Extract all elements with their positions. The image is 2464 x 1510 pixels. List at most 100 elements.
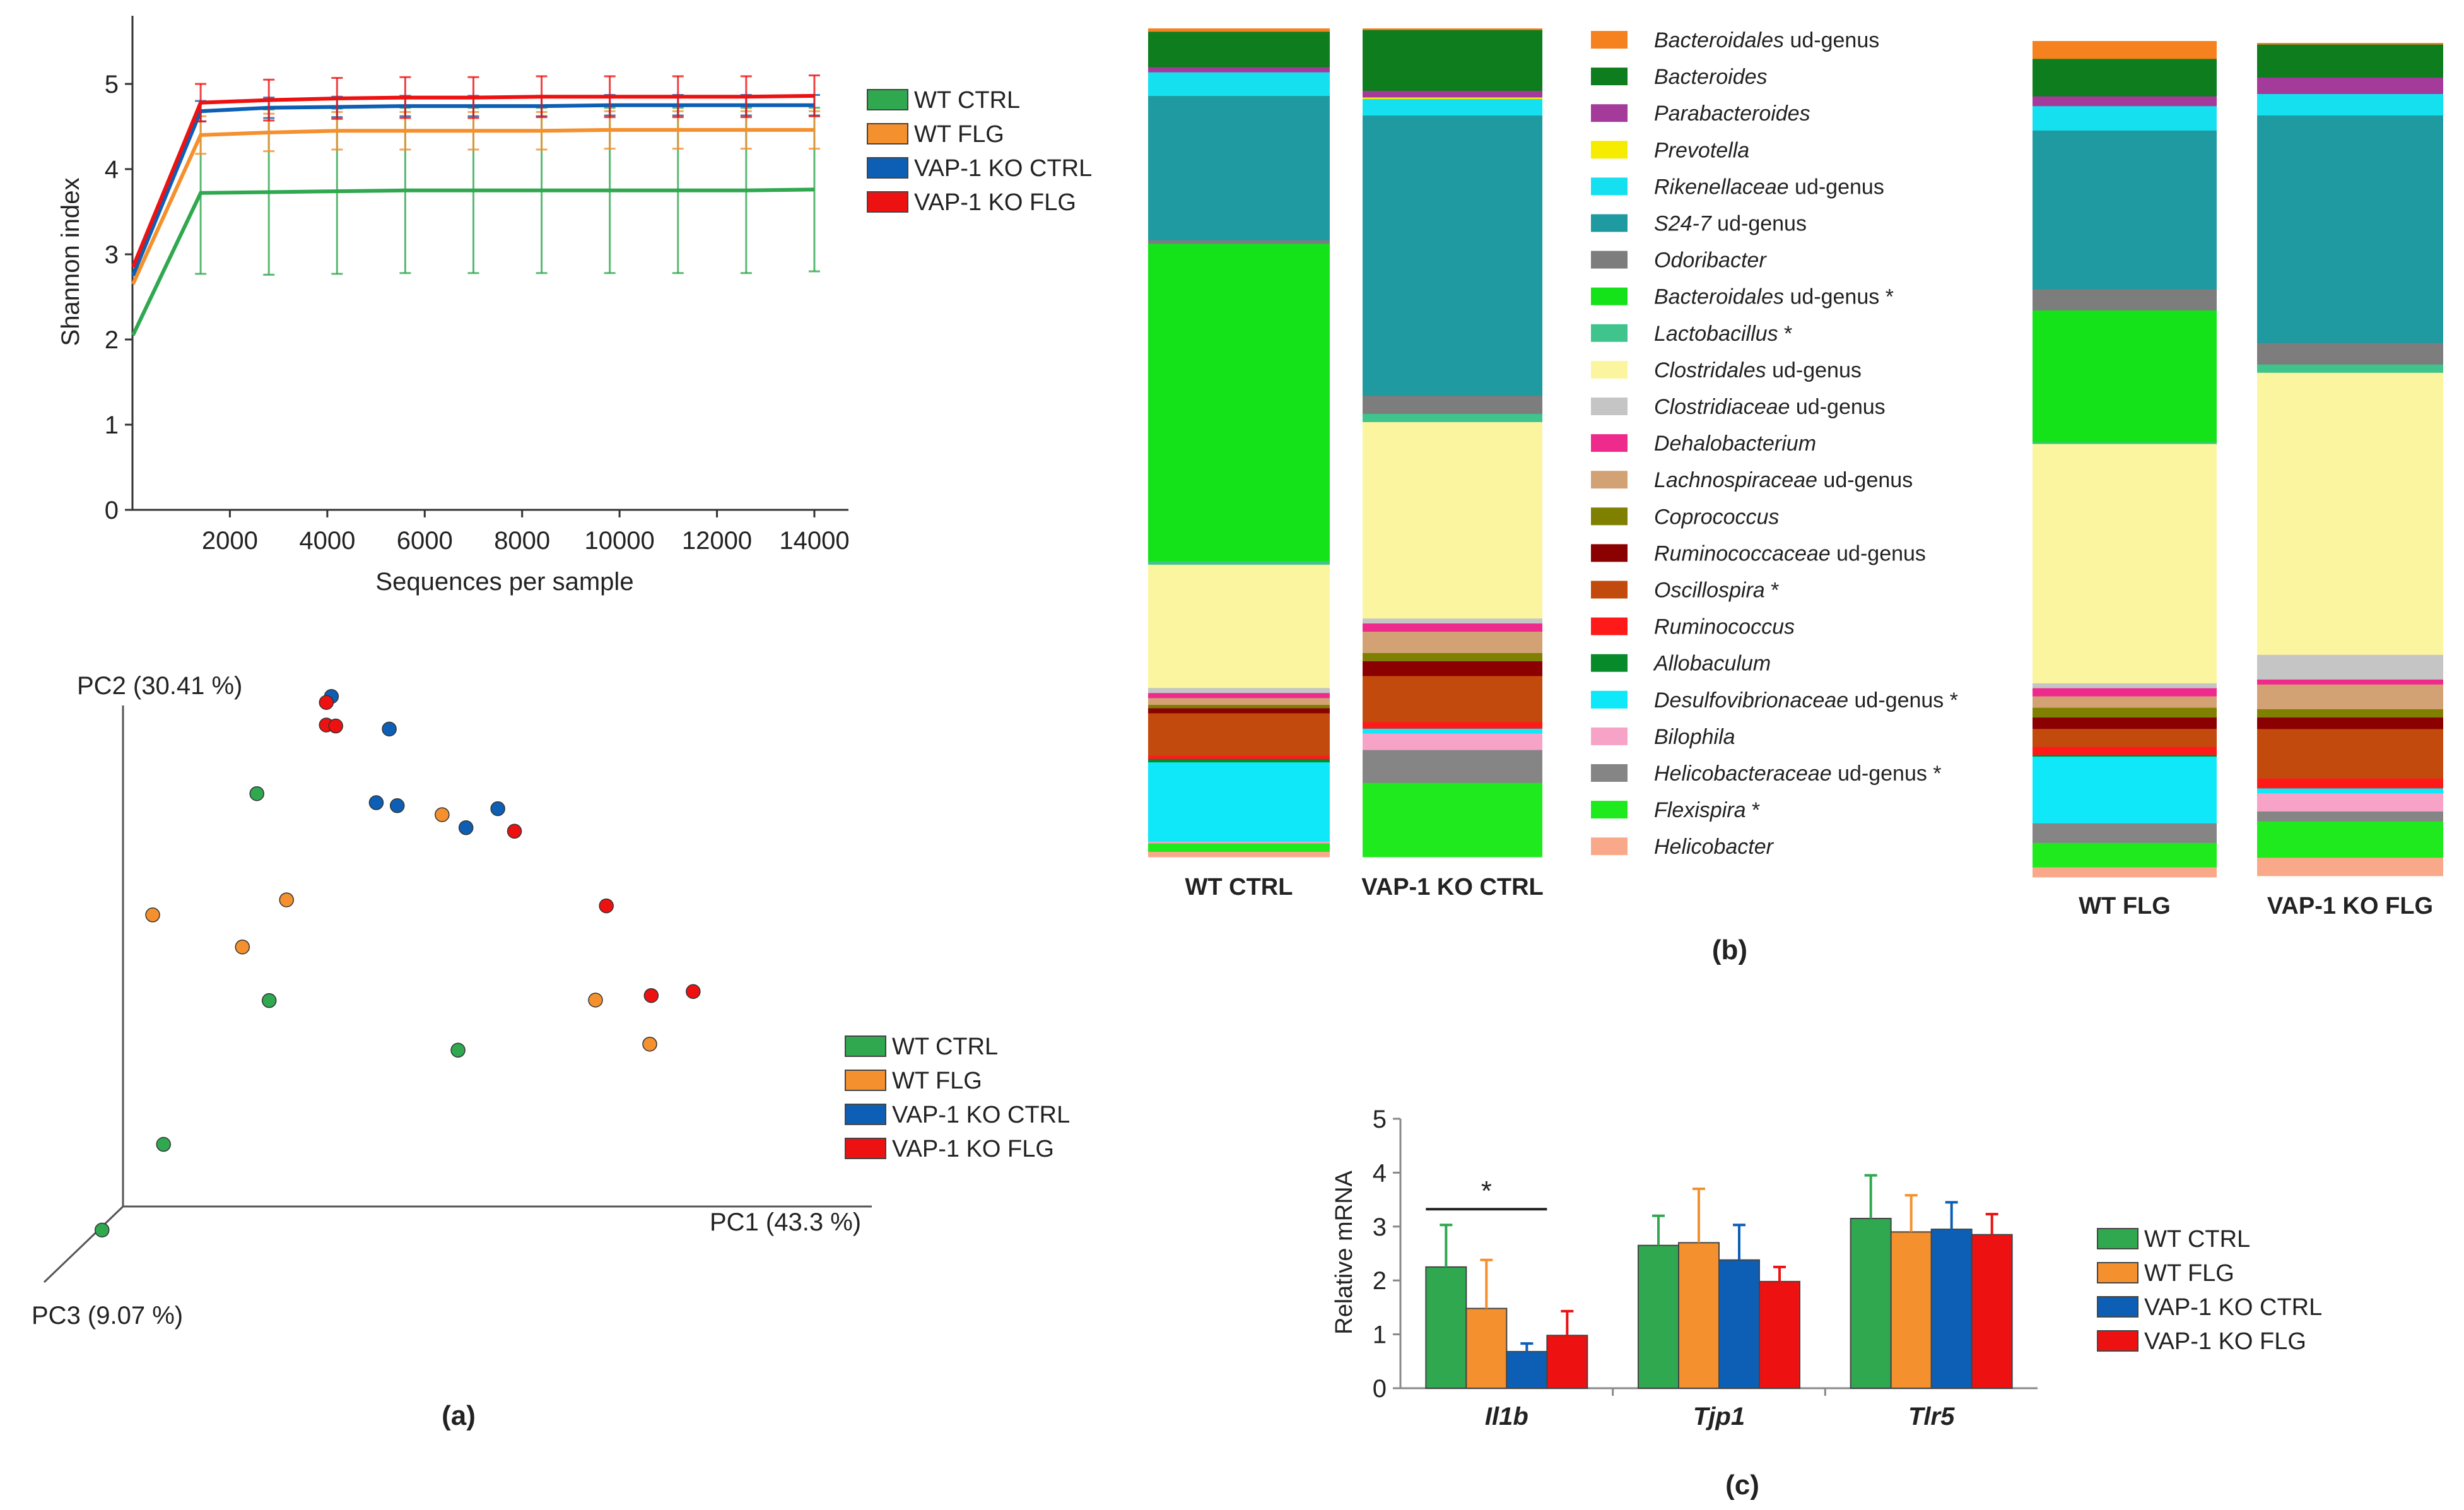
taxa-label-bacteroides: Bacteroides — [1654, 65, 1768, 89]
stack-seg-wt-flg-clostridiaceae — [2033, 683, 2217, 689]
mrna-bar-tjp1-vap-1-ko-flg — [1759, 1280, 1800, 1389]
taxa-label-rikenellaceae: Rikenellaceae ud-genus — [1654, 175, 1884, 199]
stack-seg-vap-1-ko-flg-lactobacillus — [2257, 364, 2443, 374]
mrna-bar-tlr5-vap-1-ko-ctrl — [1930, 1229, 1973, 1389]
rare-x-label: Sequences per sample — [375, 568, 633, 596]
taxa-label-dehalobacterium: Dehalobacterium — [1654, 432, 1816, 456]
taxa-label-parabacteroides: Parabacteroides — [1654, 102, 1810, 126]
taxa-swatch-bacteroidales — [1591, 287, 1628, 305]
taxa-swatch-helicobacter — [1591, 837, 1628, 856]
rare-line-wt-ctrl — [131, 187, 814, 336]
stack-seg-vap-1-ko-ctrl-clostridiaceae — [1363, 618, 1542, 624]
pcoa-point-vap-1-ko-flg — [328, 718, 343, 734]
taxa-label-desulfovibrionaceae: Desulfovibrionaceae ud-genus * — [1654, 688, 1958, 712]
stack-seg-wt-flg-odoribacter — [2033, 289, 2217, 311]
mrna-y-label: Relative mRNA — [1331, 1170, 1358, 1334]
pcoa-point-vap-1-ko-flg — [599, 898, 614, 914]
pcoa-point-vap-1-ko-flg — [643, 988, 659, 1003]
taxa-swatch-clostridiaceae — [1591, 398, 1628, 415]
taxa-label-clostridales: Clostridales ud-genus — [1654, 358, 1862, 382]
mrna-legend-label-wt-flg: WT FLG — [2144, 1260, 2234, 1287]
stack-seg-wt-ctrl-parabacteroides — [1148, 67, 1330, 73]
stack-seg-wt-flg-parabacteroides — [2033, 96, 2217, 107]
stack-seg-vap-1-ko-flg-dehalobacterium — [2257, 679, 2443, 685]
stack-seg-vap-1-ko-flg-bilophila — [2257, 793, 2443, 812]
rare-y-label: Shannon index — [57, 178, 85, 346]
mrna-significance-star: * — [1481, 1176, 1492, 1206]
stack-seg-vap-1-ko-ctrl-flexispira — [1363, 782, 1542, 858]
stack-seg-vap-1-ko-flg-ruminococcus — [2257, 778, 2443, 789]
stack-seg-vap-1-ko-flg-helicobacter — [2257, 858, 2443, 876]
rare-x-tick-label: 10000 — [584, 527, 654, 555]
rare-y-tick-label: 1 — [105, 411, 119, 439]
stack-seg-wt-flg-coprococcus — [2033, 707, 2217, 718]
taxa-swatch-helicobacteraceae — [1591, 764, 1628, 782]
rare-y-tick-label: 5 — [105, 71, 119, 98]
pcoa-point-vap-1-ko-ctrl — [389, 798, 405, 813]
taxa-swatch-bilophila — [1591, 727, 1628, 745]
rare-x-tick-label: 14000 — [779, 527, 849, 555]
taxa-swatch-bacteroidales — [1591, 31, 1628, 49]
mrna-bar-il1b-wt-flg — [1465, 1307, 1508, 1389]
taxa-swatch-flexispira — [1591, 801, 1628, 819]
rare-line-vap-1-ko-flg — [131, 93, 814, 268]
stack-seg-wt-flg-clostridales — [2033, 444, 2217, 684]
pcoa-legend-label-wt-flg: WT FLG — [892, 1068, 982, 1094]
taxa-label-s24-7: S24-7 ud-genus — [1654, 212, 1807, 236]
stack-category-wt-ctrl: WT CTRL — [1185, 874, 1293, 900]
stack-seg-vap-1-ko-flg-lachnospiraceae — [2257, 684, 2443, 710]
rare-x-tick-label: 8000 — [494, 527, 550, 555]
pcoa-legend-swatch-vap-1-ko-ctrl — [845, 1104, 886, 1125]
mrna-y-tick-label: 5 — [1373, 1106, 1387, 1133]
pcoa-point-vap-1-ko-ctrl — [458, 820, 474, 835]
stack-seg-vap-1-ko-ctrl-odoribacter — [1363, 396, 1542, 415]
rare-x-tick-label: 12000 — [682, 527, 752, 555]
stack-seg-wt-flg-oscillospira — [2033, 729, 2217, 748]
taxa-label-odoribacter: Odoribacter — [1654, 249, 1767, 273]
stack-seg-wt-ctrl-lactobacillus — [1148, 561, 1330, 565]
taxa-label-lachnospiraceae: Lachnospiraceae ud-genus — [1654, 468, 1913, 492]
mrna-category-tlr5: Tlr5 — [1908, 1403, 1955, 1430]
stack-seg-vap-1-ko-ctrl-prevotella — [1363, 97, 1542, 100]
pcoa-legend-swatch-vap-1-ko-flg — [845, 1138, 886, 1159]
pcoa-point-vap-1-ko-flg — [319, 695, 334, 710]
stack-seg-wt-ctrl-bacteroidales — [1148, 28, 1330, 32]
pcoa-point-wt-flg — [642, 1036, 657, 1052]
stack-seg-vap-1-ko-flg-helicobacteraceae — [2257, 811, 2443, 822]
rare-legend-label-wt-ctrl: WT CTRL — [914, 87, 1020, 114]
stack-seg-vap-1-ko-flg-s24-7 — [2257, 115, 2443, 344]
stack-seg-wt-ctrl-oscillospira — [1148, 713, 1330, 756]
pcoa-point-wt-ctrl — [94, 1222, 110, 1238]
taxa-swatch-rikenellaceae — [1591, 177, 1628, 196]
rare-x-tick-label: 6000 — [397, 527, 453, 555]
mrna-bar-il1b-vap-1-ko-ctrl — [1506, 1350, 1548, 1389]
stack-seg-vap-1-ko-flg-bacteroidales — [2257, 43, 2443, 45]
taxa-label-bacteroidales: Bacteroidales ud-genus * — [1654, 285, 1894, 309]
taxa-swatch-oscillospira — [1591, 581, 1628, 599]
stack-seg-wt-flg-bacteroidales — [2033, 310, 2217, 443]
pcoa-point-wt-ctrl — [450, 1042, 466, 1058]
pcoa-legend-swatch-wt-flg — [845, 1070, 886, 1091]
taxa-label-helicobacter: Helicobacter — [1654, 835, 1775, 859]
rare-legend-swatch-wt-flg — [867, 123, 908, 145]
stack-seg-wt-flg-desulfovibrionaceae — [2033, 757, 2217, 824]
taxa-swatch-allobaculum — [1591, 654, 1628, 672]
pcoa-point-vap-1-ko-ctrl — [490, 801, 505, 817]
rare-legend-label-wt-flg: WT FLG — [914, 121, 1004, 148]
mrna-y-tick-label: 3 — [1373, 1213, 1387, 1241]
stack-category-wt-flg: WT FLG — [2079, 893, 2171, 919]
stack-seg-wt-flg-lactobacillus — [2033, 442, 2217, 445]
stack-seg-wt-ctrl-helicobacter — [1148, 851, 1330, 858]
mrna-bar-tlr5-vap-1-ko-flg — [1971, 1234, 2013, 1389]
taxa-swatch-coprococcus — [1591, 507, 1628, 526]
stack-seg-wt-ctrl-desulfovibrionaceae — [1148, 762, 1330, 842]
taxa-swatch-ruminococcaceae — [1591, 544, 1628, 562]
stack-seg-vap-1-ko-ctrl-parabacteroides — [1363, 90, 1542, 98]
stack-seg-wt-ctrl-odoribacter — [1148, 240, 1330, 244]
taxa-swatch-odoribacter — [1591, 251, 1628, 269]
stack-seg-wt-flg-flexispira — [2033, 842, 2217, 868]
stack-seg-vap-1-ko-ctrl-s24-7 — [1363, 115, 1542, 396]
stack-seg-vap-1-ko-ctrl-coprococcus — [1363, 652, 1542, 662]
stack-seg-wt-flg-ruminococcaceae — [2033, 717, 2217, 729]
stack-seg-wt-ctrl-lachnospiraceae — [1148, 698, 1330, 705]
